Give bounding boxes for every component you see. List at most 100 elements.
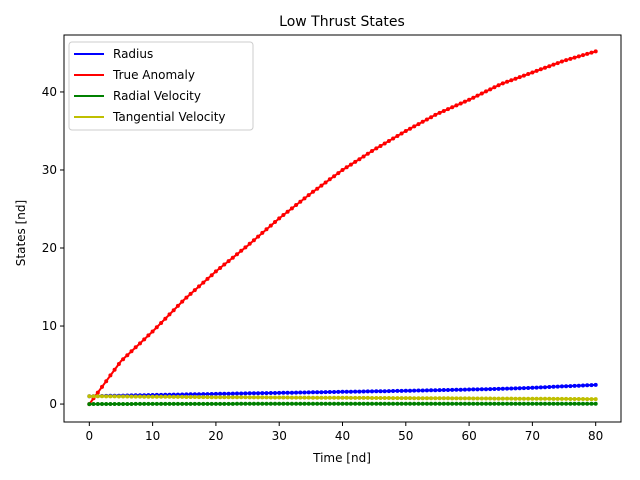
data-point xyxy=(433,388,438,393)
data-point xyxy=(154,325,159,330)
data-point xyxy=(471,387,476,392)
data-point xyxy=(446,388,450,392)
data-point xyxy=(441,396,446,401)
data-point xyxy=(344,165,349,170)
data-point xyxy=(306,395,311,400)
data-point xyxy=(441,388,446,392)
data-point xyxy=(509,78,514,83)
data-point xyxy=(218,266,223,270)
data-point xyxy=(357,395,362,400)
data-point xyxy=(361,395,366,400)
data-point xyxy=(572,55,577,60)
data-point xyxy=(446,396,450,401)
data-point xyxy=(129,402,134,406)
data-point xyxy=(513,386,518,391)
data-point xyxy=(264,395,269,400)
data-point xyxy=(492,387,497,391)
data-point xyxy=(146,333,151,338)
data-point xyxy=(585,51,590,56)
data-point xyxy=(281,390,286,395)
data-point xyxy=(209,273,214,278)
data-point xyxy=(306,401,311,406)
data-point xyxy=(589,50,594,55)
legend-label: True Anomaly xyxy=(112,68,195,82)
data-point xyxy=(517,396,522,401)
y-tick-label: 40 xyxy=(42,85,57,99)
data-point xyxy=(315,390,320,395)
data-point xyxy=(239,248,244,253)
data-point xyxy=(538,385,543,390)
data-point xyxy=(479,387,484,392)
data-point xyxy=(188,401,193,406)
data-point xyxy=(184,401,189,406)
data-point xyxy=(167,401,172,406)
data-point xyxy=(213,395,218,400)
data-point xyxy=(180,401,185,406)
data-point xyxy=(391,396,396,401)
data-point xyxy=(386,401,391,406)
data-point xyxy=(568,384,573,389)
data-point xyxy=(281,395,286,400)
data-point xyxy=(302,196,307,201)
data-point xyxy=(100,384,104,389)
data-point xyxy=(382,389,387,394)
data-point xyxy=(555,61,560,66)
data-point xyxy=(555,384,560,389)
x-tick-label: 50 xyxy=(398,429,413,443)
data-point xyxy=(197,401,201,406)
data-point xyxy=(382,396,387,400)
y-tick-label: 10 xyxy=(42,319,57,333)
data-point xyxy=(593,382,598,387)
data-point xyxy=(121,402,126,406)
data-point xyxy=(475,387,480,392)
data-point xyxy=(273,220,277,224)
data-point xyxy=(218,401,223,406)
data-point xyxy=(581,53,585,58)
data-point xyxy=(543,396,547,401)
data-point xyxy=(222,401,227,406)
data-point xyxy=(433,401,438,406)
data-point xyxy=(353,401,358,406)
y-tick-label: 30 xyxy=(42,163,57,177)
data-point xyxy=(146,401,151,406)
data-point xyxy=(243,391,248,396)
data-point xyxy=(125,394,130,399)
data-point xyxy=(408,396,412,401)
data-point xyxy=(142,401,147,406)
y-axis: 0 10 20 30 40 xyxy=(42,85,64,411)
data-point xyxy=(205,395,210,400)
data-point xyxy=(163,394,168,399)
data-point xyxy=(332,395,337,400)
data-point xyxy=(538,396,543,401)
data-point xyxy=(268,401,273,406)
data-point xyxy=(319,401,324,406)
data-point xyxy=(142,394,147,399)
data-point xyxy=(100,402,104,406)
data-point xyxy=(251,395,256,400)
data-point xyxy=(213,269,218,274)
data-point xyxy=(277,395,282,400)
data-point xyxy=(374,389,379,394)
data-point xyxy=(429,115,434,120)
data-point xyxy=(150,394,155,399)
data-point xyxy=(302,390,307,395)
data-point xyxy=(437,396,442,401)
data-point xyxy=(150,329,155,334)
data-point xyxy=(192,288,197,293)
data-point xyxy=(534,68,539,73)
data-point xyxy=(395,401,400,406)
data-point xyxy=(403,129,408,133)
data-point xyxy=(256,395,261,400)
data-point xyxy=(484,387,488,392)
data-point xyxy=(492,401,497,406)
data-point xyxy=(399,396,404,401)
data-point xyxy=(526,401,531,406)
data-point xyxy=(391,401,396,406)
data-point xyxy=(365,151,370,156)
data-point xyxy=(340,401,345,406)
data-point xyxy=(175,394,180,399)
data-point xyxy=(163,401,168,406)
data-point xyxy=(568,401,573,406)
data-point xyxy=(576,383,581,388)
data-point xyxy=(100,394,104,399)
